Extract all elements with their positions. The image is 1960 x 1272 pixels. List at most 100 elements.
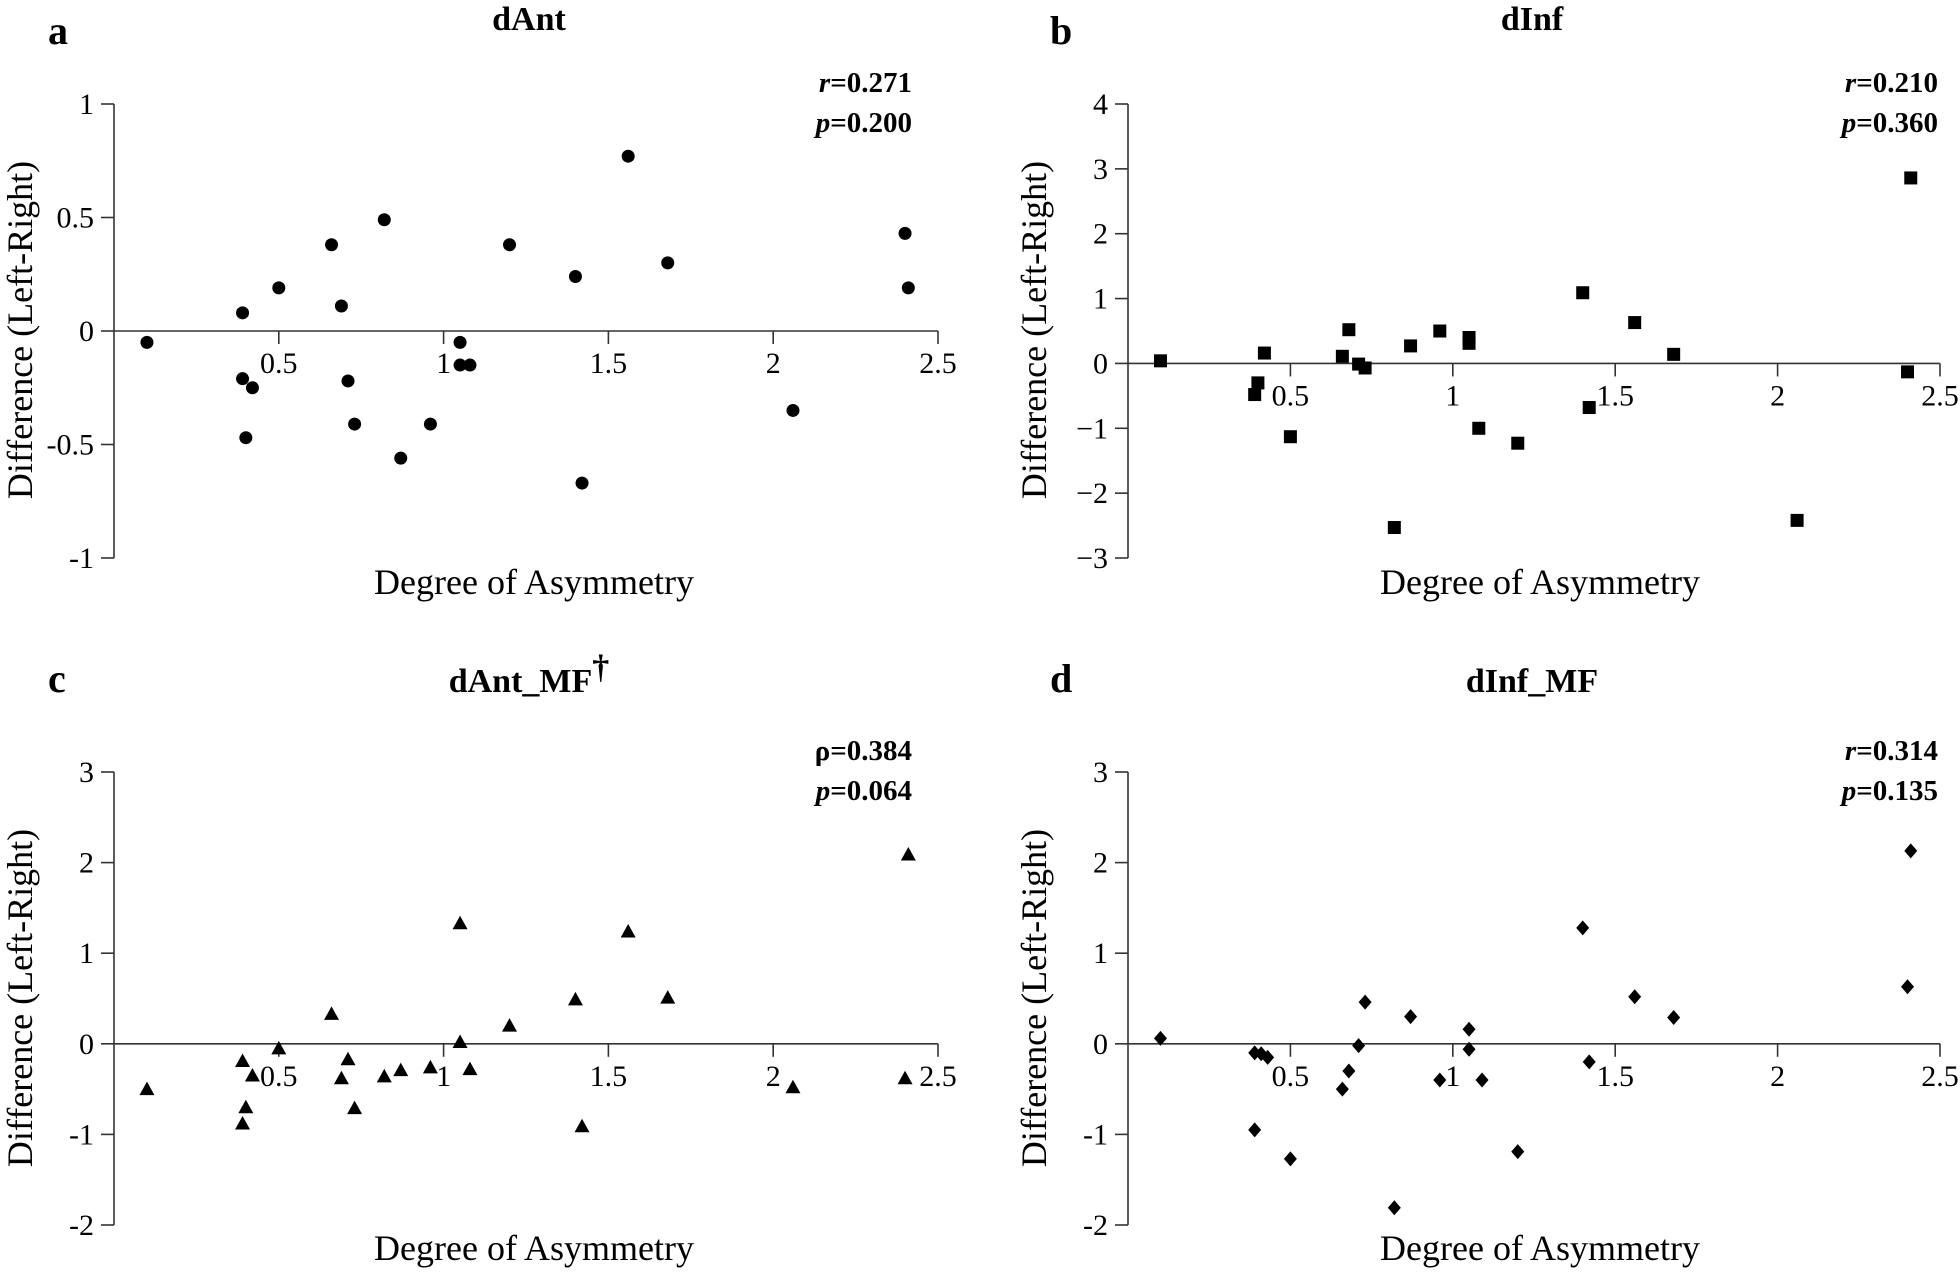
y-tick-label: 0 (1093, 1028, 1108, 1061)
stat-symbol: r (1845, 735, 1857, 767)
x-tick-label: 1.5 (1596, 379, 1634, 412)
y-tick-label: 3 (79, 756, 94, 789)
title-dagger: † (592, 649, 609, 686)
stat-symbol: r (819, 67, 831, 99)
data-point (1248, 388, 1262, 402)
data-point (1404, 1009, 1418, 1025)
data-point (1582, 1054, 1596, 1070)
data-point (463, 358, 477, 372)
data-point (236, 372, 250, 386)
data-point (1335, 349, 1349, 363)
data-point (140, 335, 154, 349)
data-point (1462, 1041, 1476, 1057)
data-point (1790, 513, 1804, 527)
data-point (1261, 1049, 1275, 1065)
data-point (271, 1040, 287, 1055)
data-point (244, 1068, 260, 1082)
x-tick-label: 1 (436, 1060, 451, 1093)
data-point (1576, 920, 1590, 936)
x-tick-label: 2.5 (919, 1060, 957, 1093)
p-value-stat: p=0.064 (813, 775, 912, 807)
data-point (1387, 521, 1401, 535)
panel-letter: b (1050, 8, 1072, 53)
x-tick-label: 1.5 (1596, 1060, 1634, 1093)
data-point (325, 238, 339, 252)
y-tick-label: 3 (1093, 756, 1108, 789)
data-point (347, 1100, 363, 1115)
y-tick-label: 1 (1093, 937, 1108, 970)
y-tick-label: 1 (79, 937, 94, 970)
stat-value: =0.271 (830, 67, 912, 99)
data-point (394, 451, 408, 465)
data-point (1667, 1010, 1681, 1026)
data-point (452, 915, 468, 930)
data-point (1358, 361, 1372, 375)
data-point (1904, 171, 1918, 185)
data-point (1628, 989, 1642, 1005)
data-point (377, 213, 391, 227)
stat-value: =0.384 (830, 735, 912, 767)
data-point (1582, 401, 1596, 415)
data-point (1472, 421, 1486, 435)
data-point (1153, 1030, 1167, 1046)
y-tick-label: 2 (1093, 847, 1108, 880)
x-tick-label: 2 (1770, 1060, 1785, 1093)
correlation-stat: r=0.210 (1845, 67, 1938, 99)
data-point (1257, 346, 1271, 360)
y-tick-label: -0.5 (47, 429, 95, 462)
data-point (1576, 286, 1590, 300)
data-point (1511, 1144, 1525, 1160)
data-point (785, 1079, 801, 1094)
y-tick-label: −3 (1076, 542, 1108, 575)
data-point (1433, 1072, 1447, 1088)
data-point (393, 1062, 409, 1077)
data-point (1462, 1021, 1476, 1037)
x-tick-label: 0.5 (260, 347, 298, 380)
x-tick-label: 2.5 (919, 347, 957, 380)
y-tick-label: 1 (79, 88, 94, 121)
x-tick-label: 1.5 (590, 1060, 628, 1093)
x-axis-label: Degree of Asymmetry (1380, 562, 1700, 602)
x-tick-label: 0.5 (1272, 1060, 1310, 1093)
data-point (1251, 376, 1265, 390)
x-tick-label: 2.5 (1921, 1060, 1959, 1093)
x-tick-label: 1 (1445, 1060, 1460, 1093)
panel-letter: c (48, 656, 66, 701)
y-axis-label: Difference (Left-Right) (0, 829, 40, 1167)
x-tick-label: 1.5 (590, 347, 628, 380)
data-point (376, 1068, 392, 1083)
p-symbol: p (1839, 107, 1857, 139)
data-point (1901, 365, 1915, 379)
x-axis-label: Degree of Asymmetry (374, 562, 694, 602)
y-axis-label: Difference (Left-Right) (1014, 161, 1054, 499)
data-point (1248, 1122, 1262, 1138)
data-point (453, 335, 467, 349)
x-axis-label: Degree of Asymmetry (374, 1228, 694, 1268)
data-point (334, 299, 348, 313)
data-point (568, 270, 582, 284)
x-tick-label: 1 (436, 347, 451, 380)
p-symbol: p (813, 775, 831, 807)
x-tick-label: 2 (766, 1060, 781, 1093)
data-point (786, 403, 800, 417)
chart-title: dInf_MF (1466, 663, 1598, 700)
x-axis-label: Degree of Asymmetry (1380, 1228, 1700, 1268)
panel-a: a dAnt r=0.271 p=0.200 -1 -0.5 0 0.5 1 0.5 1 1.5 2 2.… (0, 1, 957, 602)
data-point (1283, 430, 1297, 444)
stat-value: =0.210 (1856, 67, 1938, 99)
y-tick-label: 3 (1093, 153, 1108, 186)
p-value: =0.200 (830, 107, 912, 139)
stat-symbol: r (1845, 67, 1857, 99)
p-value-stat: p=0.360 (1839, 107, 1938, 139)
x-tick-label: 1 (1445, 379, 1460, 412)
data-point (245, 381, 259, 395)
panel-letter: a (48, 8, 68, 53)
data-point (423, 417, 437, 431)
data-point (1342, 323, 1356, 337)
y-tick-label: 2 (79, 847, 94, 880)
data-point (238, 1099, 254, 1114)
data-point (901, 281, 915, 295)
data-point (1283, 1151, 1297, 1167)
data-point (1667, 347, 1681, 361)
